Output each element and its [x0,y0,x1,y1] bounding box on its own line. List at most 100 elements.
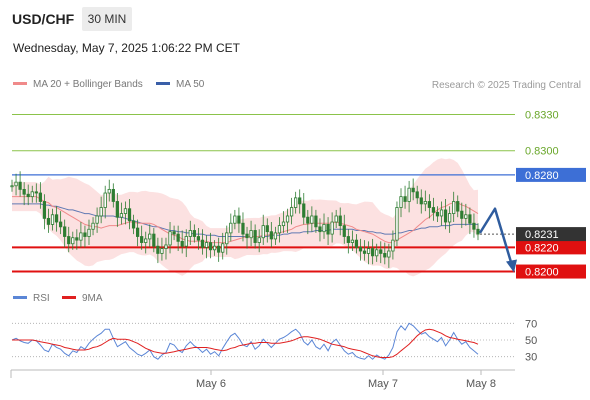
candle [435,206,440,223]
candle [75,229,79,250]
candle [456,195,460,218]
bollinger-band-layer [12,158,478,277]
candle [83,225,87,248]
candle [63,219,67,248]
time-axis: May 6 May 7 May 8 [10,369,515,390]
candle-body [22,188,26,195]
candle-body [391,239,395,252]
candle-body [180,240,184,247]
candle-body [302,203,306,218]
chart-header: USD/CHF 30 MIN [0,0,590,36]
candle [184,229,188,258]
candle [387,243,391,268]
candle-body [34,191,38,194]
candle-body [54,214,59,223]
axis-tick-label: May 6 [196,378,226,390]
timeframe-button[interactable]: 30 MIN [82,7,132,31]
support-label: 0.8200 [516,264,586,279]
candle-body [399,196,403,208]
candle [22,182,26,206]
candle-body [144,238,148,243]
candle [229,213,233,242]
candle-body [338,215,342,227]
candle-body [50,214,55,225]
price-labels-layer: 0.8330 0.8300 0.8280 0.8220 0.8200 0.8231 [516,109,586,279]
candle-body [160,248,164,254]
candle-body [253,230,257,243]
last-price-label: 0.8231 [516,227,586,242]
candle [443,199,448,230]
candle-body [448,213,452,223]
rsi-ma-swatch [62,295,76,299]
candle-body [196,236,201,241]
candle [38,182,42,209]
candle [188,220,192,245]
candle [212,240,217,256]
candle [119,202,124,225]
candle-body [443,209,448,223]
candle [411,178,415,201]
candle-body [99,207,103,217]
support-label-bg [516,264,586,279]
chart-datetime: Wednesday, May 7, 2025 1:06:22 PM CET [13,41,241,55]
candle-body [362,250,367,254]
candle-body [18,181,22,190]
candle-body [107,188,111,194]
candle-body [168,231,172,246]
resistance-label-text: 0.8280 [525,170,559,182]
bollinger-band-fill [12,158,478,277]
symbol-title: USD/CHF [12,11,75,27]
support-label-text: 0.8200 [525,267,559,279]
candle-body [26,193,30,198]
candle-body [123,208,128,214]
candle [249,220,253,247]
rsi-ma-line [12,328,479,358]
candle [460,202,464,229]
candle-body [330,221,334,235]
candle-body [289,207,294,217]
legend-rsi: RSI [13,293,50,304]
candle [379,241,383,264]
candle [322,213,326,239]
candle [310,206,314,232]
rsi-ma-label: 9MA [82,293,103,304]
candle [50,208,55,231]
candle-body [322,224,326,233]
candle [91,217,95,236]
candle [71,231,75,250]
rsi-line [11,322,479,360]
candle [253,224,257,249]
candle [172,225,176,241]
candle-body [464,214,468,219]
candle-body [435,211,440,217]
candle [407,180,411,213]
candle-body [10,185,14,188]
candle [358,238,363,261]
candle [10,179,14,192]
candle-body [326,224,330,235]
candle-body [452,201,456,214]
candle [423,190,427,212]
candle [87,219,91,245]
candle-body [387,250,391,258]
candle-body [241,222,245,235]
candle [204,235,209,259]
candle-body [407,187,411,202]
candle-body [136,227,140,237]
candle-body [456,201,460,212]
rsi-level-label: 70 [525,318,537,330]
candle [289,197,294,225]
candle-body [91,222,95,230]
candle-body [257,237,261,243]
resistance-label: 0.8300 [525,146,559,158]
support-label-text: 0.8220 [525,242,559,254]
candle [261,214,265,245]
candle-body [208,242,213,251]
candle-body [221,243,225,253]
candle [273,226,278,245]
candle [59,211,63,235]
candle-body [427,201,431,208]
candle-body [46,217,51,225]
candle [419,189,423,214]
